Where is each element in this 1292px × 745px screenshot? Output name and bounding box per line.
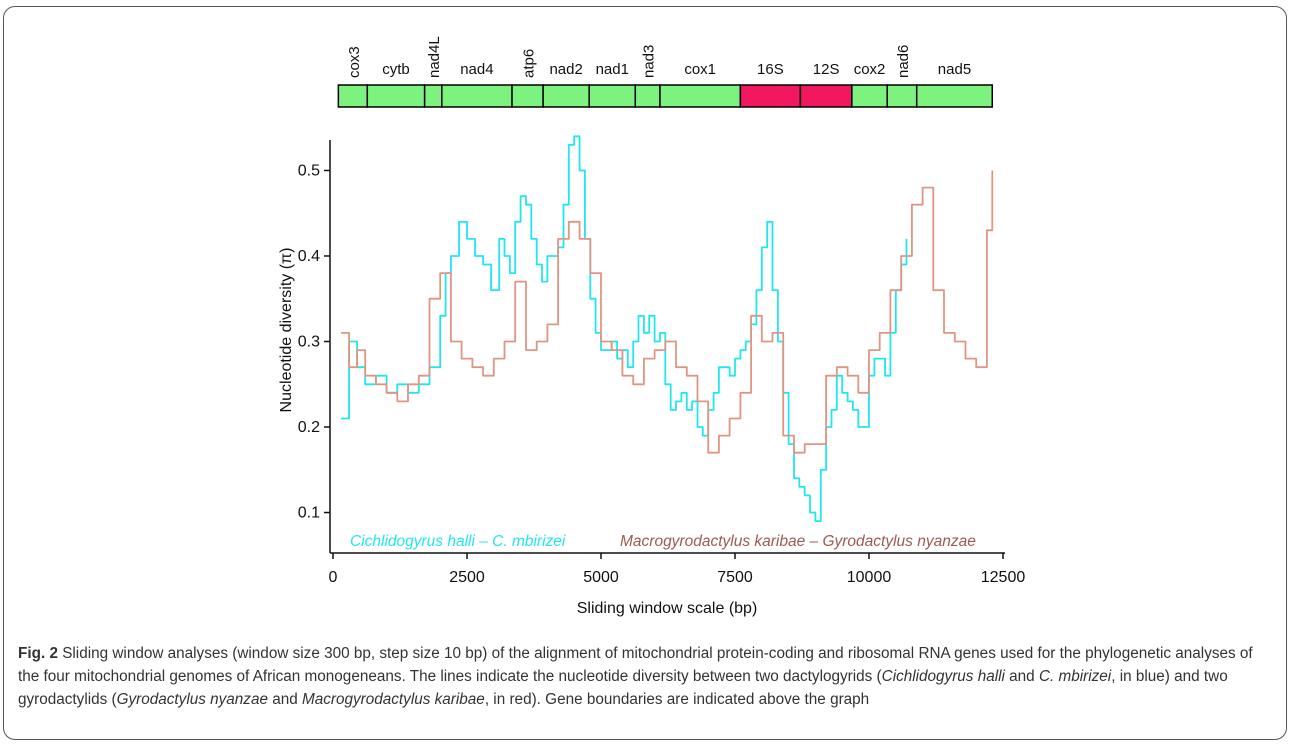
gene-box-nad5 (915, 84, 994, 108)
series-label-2: Macrogyrodactylus karibae – Gyrodactylus… (620, 533, 976, 550)
gene-label-nad3: nad3 (641, 45, 658, 78)
gene-label-16S: 16S (757, 61, 784, 78)
caption-species-1: Cichlidogyrus halli (881, 668, 1005, 685)
series-line-1 (341, 135, 908, 522)
y-tick-label: 0.5 (298, 162, 320, 179)
x-axis-title: Sliding window scale (bp) (577, 600, 758, 617)
gene-box-cox1 (659, 84, 742, 108)
gene-box-nad4 (441, 84, 513, 108)
figure-frame (3, 6, 1287, 740)
gene-label-atp6: atp6 (521, 49, 538, 78)
gene-box-12S (799, 84, 853, 108)
y-tick-label: 0.3 (298, 334, 320, 351)
gene-label-nad1: nad1 (596, 61, 629, 78)
series-label-1: Cichlidogyrus halli – C. mbirizei (350, 533, 566, 550)
y-tick-label: 0.1 (298, 505, 320, 522)
gene-label-cox1: cox1 (684, 61, 716, 78)
figure-caption: Fig. 2 Sliding window analyses (window s… (18, 642, 1273, 711)
caption-text-4: and (267, 691, 303, 708)
gene-label-nad2: nad2 (549, 61, 582, 78)
gene-label-nad6: nad6 (895, 45, 912, 78)
gene-label-nad4L: nad4L (426, 36, 443, 78)
gene-box-16S (739, 84, 802, 108)
legend-layer: Cichlidogyrus halli – C. mbirizei Macrogy… (350, 533, 976, 550)
caption-species-2: C. mbirizei (1038, 668, 1112, 685)
axes-layer: 0.1 0.2 0.3 0.4 0.5 0 2500 5000 7500 10000 12500 Sl… (278, 140, 1025, 617)
caption-text-3: , in blue) and two gyrodactylids ( (18, 668, 1228, 708)
gene-label-nad5: nad5 (938, 61, 971, 78)
gene-map: cox3 cytb nad4L nad4 atp6 nad2 nad1 nad3 cox1 16S… (337, 36, 994, 108)
gene-box-cox3 (337, 84, 369, 108)
y-tick-label: 0.4 (298, 248, 320, 265)
gene-box-nad3 (634, 84, 661, 108)
x-tick-label: 5000 (583, 569, 619, 586)
series-line-2 (341, 170, 994, 454)
gene-box-cytb (366, 84, 426, 108)
caption-text-2: and (1004, 668, 1039, 685)
x-tick-label: 7500 (717, 569, 753, 586)
gene-label-cox2: cox2 (854, 61, 886, 78)
y-axis-title: Nucleotide diversity (π) (278, 248, 295, 413)
gene-box-cox2 (851, 84, 888, 108)
series-layer (341, 135, 994, 522)
gene-label-cytb: cytb (382, 61, 410, 78)
caption-species-4: Macrogyrodactylus karibae (302, 691, 485, 708)
gene-box-atp6 (511, 84, 544, 108)
gene-box-nad2 (542, 84, 590, 108)
x-tick-label: 2500 (449, 569, 485, 586)
caption-text-5: , in red). Gene boundaries are indicated… (484, 691, 870, 708)
caption-species-3: Gyrodactylus nyanzae (116, 691, 268, 708)
gene-box-nad4L (423, 84, 443, 108)
x-tick-label: 0 (329, 569, 338, 586)
gene-label-nad4: nad4 (460, 61, 493, 78)
y-tick-label: 0.2 (298, 419, 320, 436)
sliding-window-chart: cox3 cytb nad4L nad4 atp6 nad2 nad1 nad3 cox1 16S… (278, 36, 1025, 617)
gene-box-nad6 (886, 84, 918, 108)
gene-box-nad1 (588, 84, 637, 108)
figure-label: Fig. 2 (18, 645, 58, 662)
gene-label-cox3: cox3 (346, 46, 363, 78)
x-tick-label: 10000 (847, 569, 892, 586)
caption-text-1: Sliding window analyses (window size 300… (18, 645, 1253, 685)
gene-label-12S: 12S (813, 61, 840, 78)
x-tick-label: 12500 (981, 569, 1026, 586)
